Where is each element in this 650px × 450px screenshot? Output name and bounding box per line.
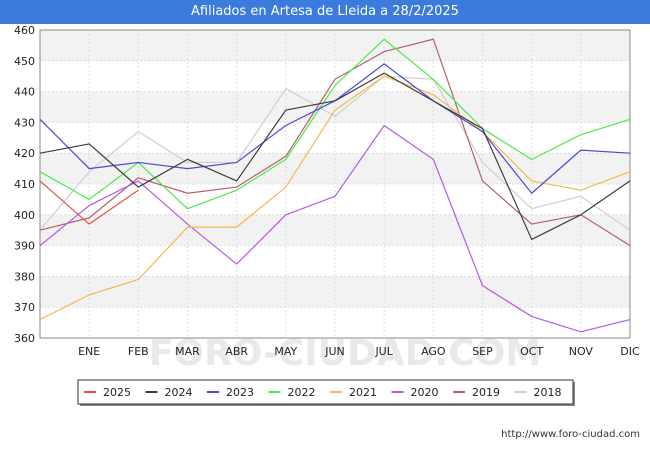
x-tick-label: SEP: [472, 345, 493, 358]
x-tick-label: JUN: [324, 345, 345, 358]
legend-label: 2021: [349, 386, 377, 399]
legend-item-2019: 2019: [453, 386, 500, 399]
series-lines: [39, 38, 631, 333]
x-tick-label: OCT: [520, 345, 543, 358]
y-tick-label: 440: [14, 86, 35, 99]
y-axis: 360 370 380 390 400 410 420 430 440 450 460: [14, 24, 35, 345]
y-tick-label: 420: [14, 147, 35, 160]
y-tick-label: 380: [14, 270, 35, 283]
legend-label: 2019: [472, 386, 500, 399]
series-line-2018: [39, 75, 631, 231]
grid-lines: [40, 29, 630, 339]
legend-item-2018: 2018: [514, 386, 562, 399]
y-tick-label: 410: [14, 178, 35, 191]
x-tick-label: MAY: [274, 345, 297, 358]
legend-label: 2023: [226, 386, 254, 399]
y-tick-label: 390: [14, 240, 35, 253]
y-tick-label: 430: [14, 116, 35, 129]
chart-title: Afiliados en Artesa de Lleida a 28/2/202…: [0, 0, 650, 24]
legend-label: 2018: [534, 386, 562, 399]
legend-item-2022: 2022: [268, 386, 316, 399]
x-tick-label: DIC: [620, 345, 640, 358]
y-tick-label: 370: [14, 301, 35, 314]
x-tick-label: FEB: [128, 345, 149, 358]
x-tick-label: JUL: [374, 345, 393, 358]
x-tick-label: ENE: [78, 345, 100, 358]
plot-frame: [39, 29, 631, 339]
watermark: FORO-CIUDAD.COM: [149, 333, 541, 374]
series-line-2021: [39, 75, 631, 321]
series-line-2025: [39, 180, 139, 225]
y-tick-label: 400: [14, 209, 35, 222]
legend-item-2025: 2025: [84, 386, 131, 399]
series-line-2019: [39, 38, 631, 247]
x-tick-label: NOV: [569, 345, 594, 358]
legend-label: 2025: [103, 386, 131, 399]
y-tick-label: 360: [14, 332, 35, 345]
y-tick-label: 450: [14, 55, 35, 68]
legend: 2025 2024 2023 2022 2021 2020 2019 2018: [77, 379, 575, 406]
legend-item-2021: 2021: [330, 386, 377, 399]
legend-label: 2024: [165, 386, 193, 399]
x-tick-label: AGO: [421, 345, 446, 358]
series-line-2024: [39, 72, 631, 241]
x-tick-label: MAR: [175, 345, 200, 358]
x-tick-label: ABR: [225, 345, 248, 358]
x-axis: ENE FEB MAR ABR MAY JUN JUL AGO SEP OCT NOV DIC: [78, 345, 640, 358]
legend-item-2024: 2024: [145, 386, 193, 399]
series-line-2020: [39, 124, 631, 333]
legend-item-2023: 2023: [207, 386, 254, 399]
legend-box: [77, 379, 574, 405]
y-tick-label: 460: [14, 24, 35, 37]
legend-item-2020: 2020: [391, 386, 439, 399]
legend-label: 2020: [411, 386, 439, 399]
legend-label: 2022: [288, 386, 316, 399]
footer-url[interactable]: http://www.foro-ciudad.com: [501, 429, 640, 440]
